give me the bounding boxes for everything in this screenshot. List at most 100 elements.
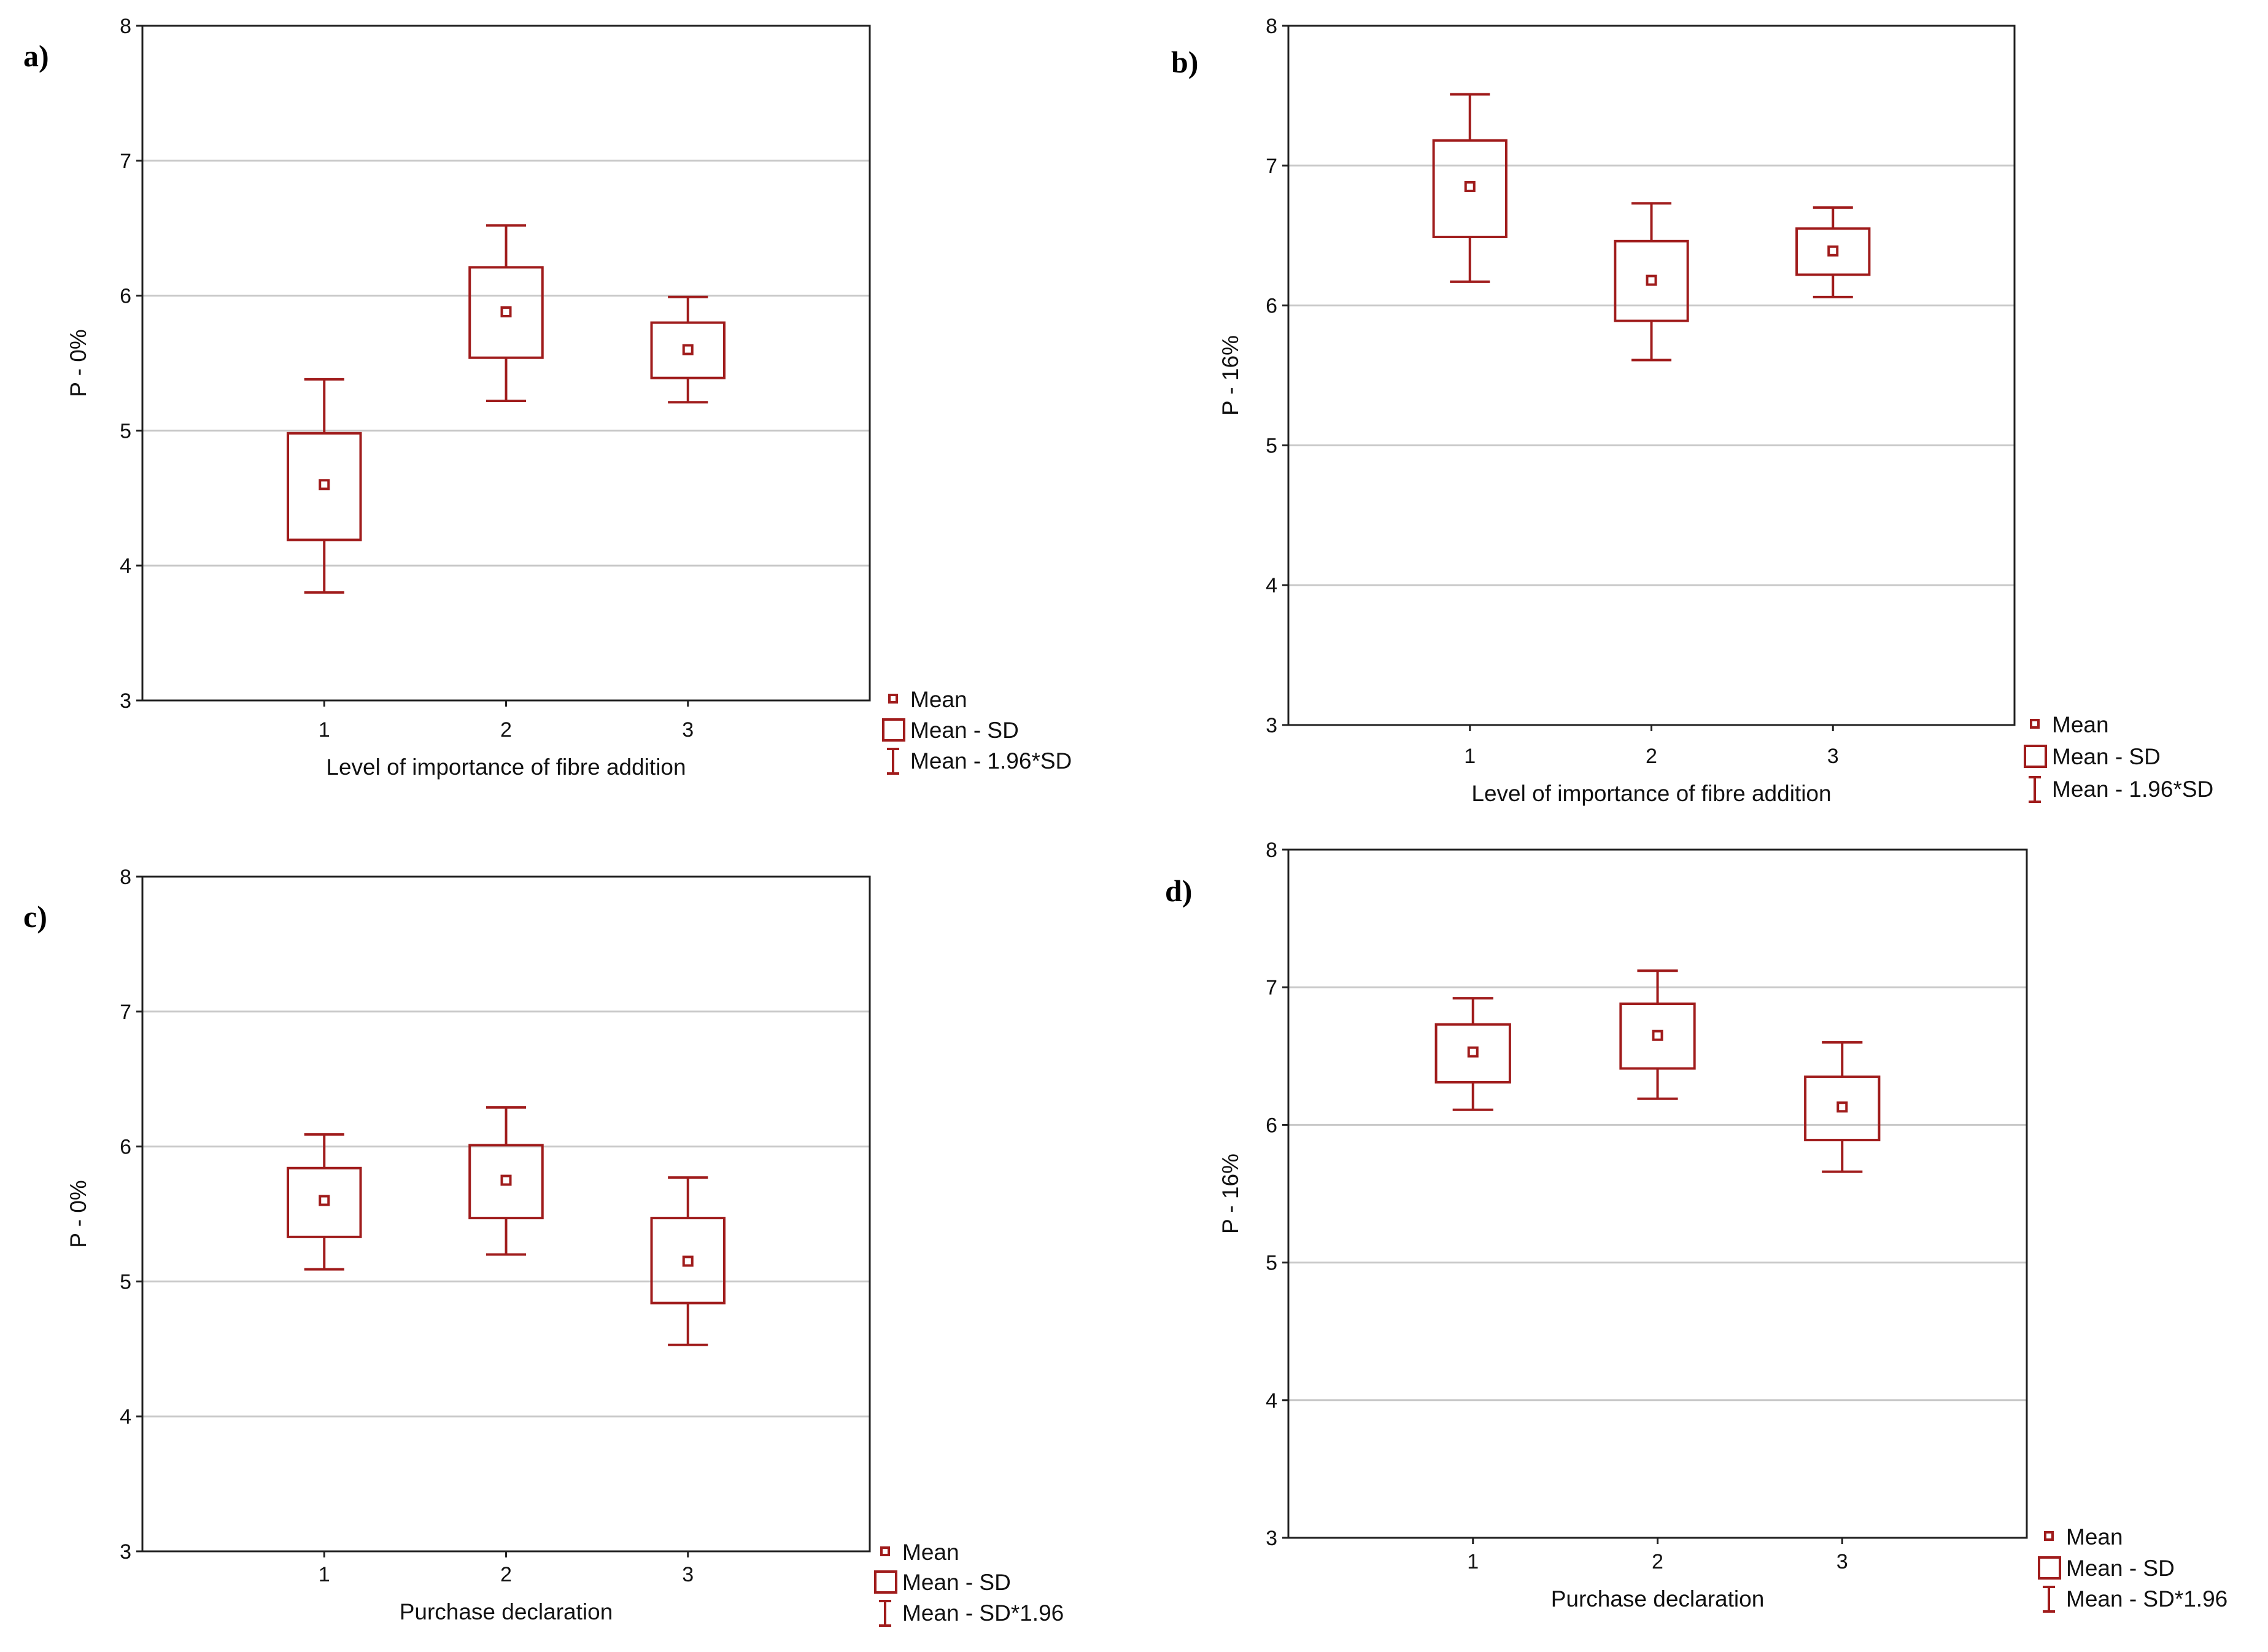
sd-box (1434, 1023, 1511, 1084)
mean-marker (1652, 1030, 1663, 1041)
y-axis-title: P - 0% (66, 329, 91, 397)
x-axis-title: Level of importance of fibre addition (1471, 781, 1831, 806)
legend-ci-label: Mean - 1.96*SD (2052, 777, 2213, 802)
y-tick-label: 7 (120, 150, 131, 173)
mean-marker (500, 306, 512, 317)
sd-box (287, 432, 362, 541)
legend-sd-icon (874, 1570, 897, 1594)
chart-panel-3: c) 3 4 5 6 7 8 P - 0% 1 2 3 Purchase declaration Mea… (23, 866, 1064, 1627)
legend-ci-label: Mean - 1.96*SD (910, 748, 1072, 774)
y-tick-label: 4 (1266, 574, 1277, 597)
legend-mean-icon (888, 694, 898, 704)
y-tick-label: 3 (1266, 1527, 1277, 1550)
legend-sd-icon (882, 718, 905, 742)
y-tick-label: 4 (120, 554, 131, 578)
legend-sd-label: Mean - SD (910, 718, 1019, 743)
sd-box (1804, 1075, 1881, 1142)
x-tick-label: 2 (1652, 1550, 1663, 1573)
y-tick-label: 5 (120, 1270, 131, 1293)
y-tick-label: 8 (1266, 839, 1277, 862)
box-group-1 (1434, 997, 1511, 1111)
box-group-2 (1614, 202, 1689, 362)
box-group-1 (287, 378, 362, 594)
mean-marker (682, 344, 694, 355)
legend-sd-icon (2038, 1556, 2061, 1580)
box-group-3 (1804, 1041, 1881, 1173)
legend: Mean Mean - SD Mean - SD*1.96 (874, 1540, 1064, 1627)
x-tick-label: 1 (1467, 1550, 1479, 1573)
panel-label: a) (23, 39, 49, 73)
legend-mean-icon (2044, 1531, 2054, 1541)
sd-box (650, 321, 726, 379)
y-tick-label: 6 (1266, 1114, 1277, 1137)
legend-mean-icon (2030, 719, 2040, 729)
y-tick-label: 7 (1266, 155, 1277, 178)
plot-frame (1287, 848, 2028, 1539)
legend-sd-label: Mean - SD (902, 1570, 1011, 1595)
y-axis-title: P - 16% (1218, 335, 1243, 416)
x-tick-label: 1 (319, 718, 330, 742)
mean-marker (682, 1255, 694, 1267)
mean-marker (319, 1195, 330, 1206)
x-tick-label: 2 (1646, 745, 1657, 768)
mean-marker (500, 1174, 512, 1186)
mean-marker (1646, 274, 1657, 286)
x-axis-title: Purchase declaration (1551, 1586, 1765, 1611)
plot-frame (1287, 25, 2016, 726)
chart-panel-4: d) 3 4 5 6 7 8 P - 16% 1 2 3 Purchase declaration Me… (1165, 839, 2227, 1613)
mean-marker (319, 479, 330, 491)
y-tick-label: 8 (1266, 15, 1277, 38)
x-tick-label: 3 (682, 718, 694, 742)
legend: Mean Mean - SD Mean - SD*1.96 (2038, 1524, 2227, 1613)
chart-panel-1: a) 3 4 5 6 7 8 P - 0% 1 2 3 Level of importance of … (23, 15, 1072, 780)
mean-marker (1827, 245, 1839, 257)
x-axis-title: Level of importance of fibre addition (326, 754, 686, 780)
box-group-3 (650, 1176, 726, 1346)
plot-frame (141, 875, 871, 1553)
legend-mean-icon (880, 1546, 890, 1556)
mean-marker (1836, 1101, 1848, 1113)
y-tick-label: 8 (120, 15, 131, 38)
box-group-2 (468, 1106, 544, 1256)
y-tick-label: 3 (1266, 714, 1277, 737)
y-tick-label: 4 (120, 1405, 131, 1429)
panel-label: d) (1165, 874, 1192, 908)
x-tick-label: 3 (1827, 745, 1839, 768)
box-group-1 (1432, 93, 1507, 283)
legend-ci-label: Mean - SD*1.96 (902, 1600, 1064, 1626)
box-group-2 (468, 224, 544, 403)
y-tick-label: 7 (120, 1001, 131, 1024)
legend-sd-label: Mean - SD (2066, 1556, 2175, 1581)
panel-label: c) (23, 899, 47, 934)
legend-mean-label: Mean (902, 1540, 959, 1565)
y-tick-label: 4 (1266, 1389, 1277, 1413)
legend-sd-icon (2024, 745, 2047, 768)
x-tick-label: 2 (500, 718, 512, 742)
legend: Mean Mean - SD Mean - 1.96*SD (2024, 712, 2213, 803)
y-tick-label: 5 (120, 419, 131, 443)
y-tick-label: 6 (120, 1136, 131, 1159)
sd-box (468, 1144, 544, 1220)
box-group-3 (650, 295, 726, 404)
x-tick-label: 1 (319, 1563, 330, 1586)
sd-box (1432, 139, 1507, 238)
y-tick-label: 3 (120, 689, 131, 713)
x-tick-label: 2 (500, 1563, 512, 1586)
box-group-1 (287, 1133, 362, 1271)
box-group-2 (1619, 969, 1696, 1100)
y-tick-label: 7 (1266, 976, 1277, 999)
y-tick-label: 8 (120, 866, 131, 889)
x-tick-label: 3 (682, 1563, 694, 1586)
y-tick-label: 3 (120, 1540, 131, 1564)
sd-box (1619, 1002, 1696, 1070)
y-axis-title: P - 16% (1218, 1154, 1243, 1234)
y-axis-title: P - 0% (66, 1180, 91, 1247)
legend-mean-label: Mean (910, 687, 967, 712)
panel-label: b) (1171, 45, 1198, 79)
y-tick-label: 5 (1266, 1252, 1277, 1275)
box-group-3 (1795, 206, 1871, 298)
sd-box (1795, 227, 1871, 276)
legend-mean-label: Mean (2066, 1524, 2123, 1549)
legend-ci-label: Mean - SD*1.96 (2066, 1586, 2227, 1611)
x-axis-title: Purchase declaration (400, 1599, 613, 1624)
